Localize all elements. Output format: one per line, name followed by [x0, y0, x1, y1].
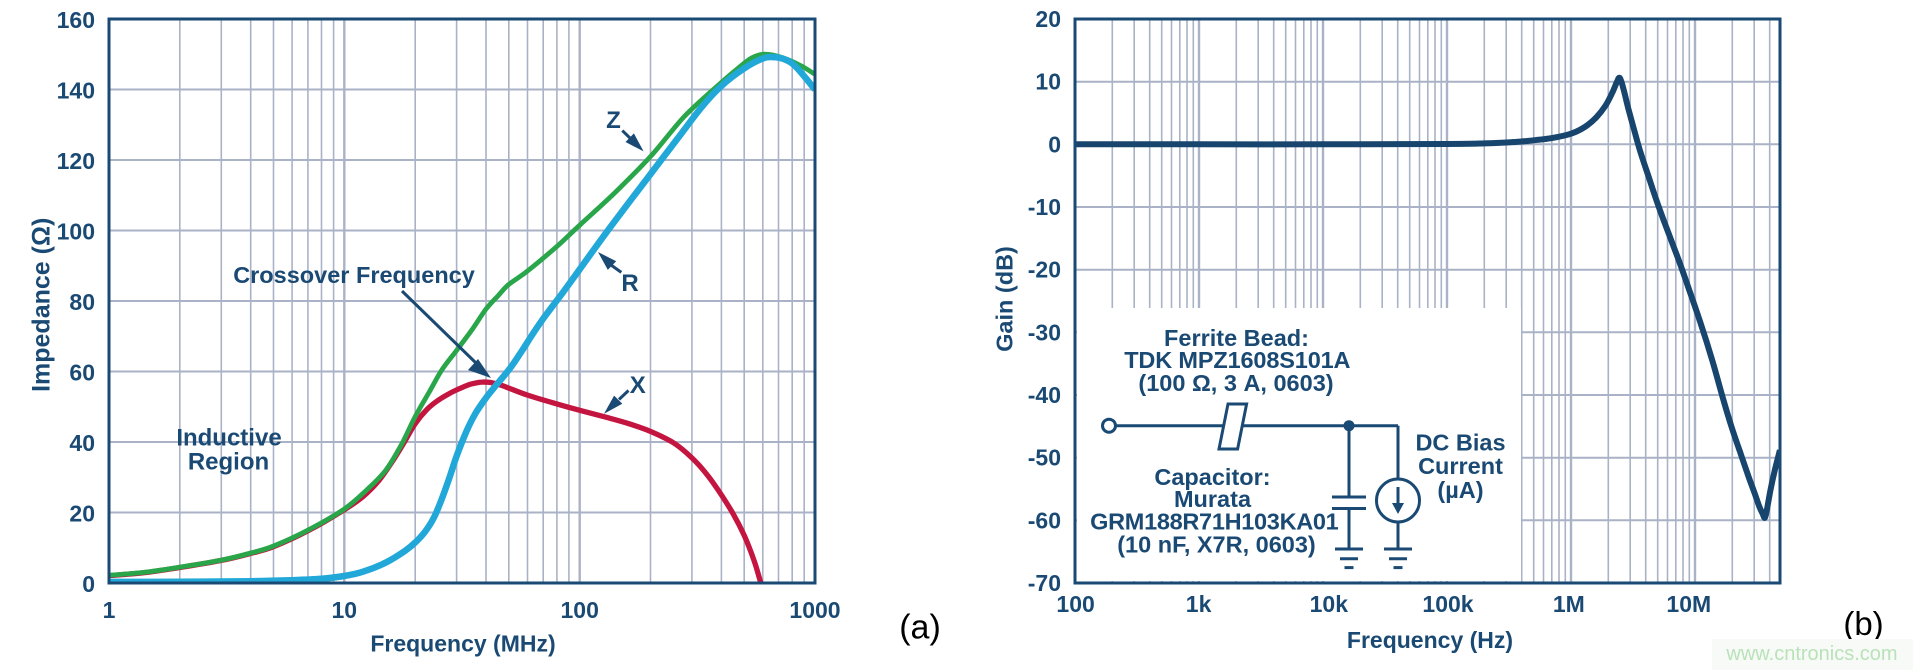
- svg-text:40: 40: [69, 430, 95, 456]
- svg-text:1: 1: [103, 597, 116, 623]
- svg-text:-30: -30: [1028, 319, 1061, 345]
- svg-text:R: R: [621, 270, 638, 297]
- svg-text:(a): (a): [899, 609, 941, 647]
- svg-text:120: 120: [57, 148, 95, 174]
- svg-text:10: 10: [332, 597, 358, 623]
- svg-text:Frequency (MHz): Frequency (MHz): [370, 631, 555, 657]
- svg-text:80: 80: [69, 289, 95, 315]
- svg-text:Frequency (Hz): Frequency (Hz): [1347, 627, 1513, 653]
- svg-text:Impedance (Ω): Impedance (Ω): [28, 218, 56, 392]
- svg-text:(µA): (µA): [1437, 477, 1483, 503]
- svg-text:Current: Current: [1418, 453, 1503, 479]
- svg-text:Crossover Frequency: Crossover Frequency: [233, 262, 475, 288]
- svg-text:140: 140: [57, 78, 95, 104]
- svg-text:60: 60: [69, 360, 95, 386]
- svg-text:www.cntronics.com: www.cntronics.com: [1725, 643, 1897, 665]
- svg-text:DC Bias: DC Bias: [1415, 430, 1505, 456]
- svg-text:(100 Ω, 3 A, 0603): (100 Ω, 3 A, 0603): [1138, 370, 1333, 396]
- svg-text:Z: Z: [606, 107, 621, 134]
- svg-text:160: 160: [57, 7, 95, 33]
- svg-text:Gain (dB): Gain (dB): [992, 246, 1018, 352]
- svg-text:1M: 1M: [1553, 591, 1585, 617]
- svg-text:-60: -60: [1028, 507, 1061, 533]
- svg-text:0: 0: [82, 571, 95, 597]
- svg-text:Inductive: Inductive: [176, 425, 281, 452]
- svg-text:10M: 10M: [1666, 591, 1711, 617]
- svg-text:-10: -10: [1028, 194, 1061, 220]
- svg-text:(b): (b): [1843, 605, 1883, 642]
- svg-text:10k: 10k: [1310, 591, 1349, 617]
- svg-text:20: 20: [69, 501, 95, 527]
- svg-text:Ferrite Bead:: Ferrite Bead:: [1164, 325, 1309, 351]
- svg-text:Murata: Murata: [1174, 486, 1252, 512]
- svg-text:-70: -70: [1028, 570, 1061, 596]
- svg-text:Region: Region: [188, 449, 269, 476]
- svg-text:Capacitor:: Capacitor:: [1154, 464, 1270, 490]
- svg-text:20: 20: [1035, 6, 1061, 32]
- svg-text:100: 100: [57, 219, 95, 245]
- svg-text:100k: 100k: [1422, 591, 1473, 617]
- svg-text:-40: -40: [1028, 382, 1061, 408]
- svg-text:-50: -50: [1028, 445, 1061, 471]
- svg-text:10: 10: [1035, 69, 1061, 95]
- svg-text:0: 0: [1048, 131, 1061, 157]
- svg-text:1k: 1k: [1186, 591, 1212, 617]
- svg-text:TDK MPZ1608S101A: TDK MPZ1608S101A: [1124, 347, 1350, 373]
- svg-text:100: 100: [1056, 591, 1094, 617]
- svg-text:(10 nF, X7R, 0603): (10 nF, X7R, 0603): [1117, 532, 1316, 558]
- svg-text:GRM188R71H103KA01: GRM188R71H103KA01: [1090, 509, 1339, 535]
- svg-text:1000: 1000: [789, 597, 840, 623]
- svg-text:100: 100: [561, 597, 599, 623]
- svg-text:X: X: [630, 372, 646, 399]
- svg-text:-20: -20: [1028, 257, 1061, 283]
